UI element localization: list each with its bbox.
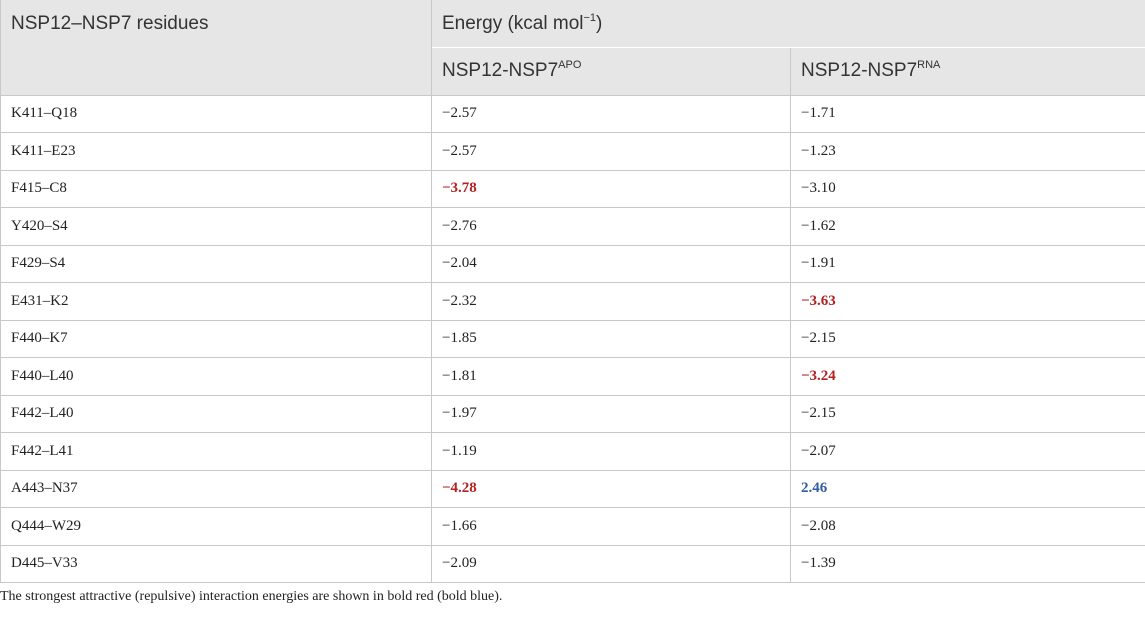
rna-energy-value: −3.24 xyxy=(801,367,836,384)
residue-pair-cell: Q444–W29 xyxy=(0,507,432,546)
apo-energy-cell: −2.76 xyxy=(431,207,791,246)
apo-energy-value: −2.76 xyxy=(442,217,477,234)
residue-pair-cell: E431–K2 xyxy=(0,282,432,321)
apo-energy-value: −2.32 xyxy=(442,292,477,309)
apo-energy-value: −1.85 xyxy=(442,330,477,347)
apo-energy-cell: −2.32 xyxy=(431,282,791,321)
residue-pair-cell: F442–L40 xyxy=(0,394,432,433)
apo-energy-cell: −2.57 xyxy=(431,132,791,171)
header-rna: NSP12-NSP7RNA xyxy=(790,47,1145,95)
table-row: F442–L41 −1.19 −2.07 xyxy=(0,432,1145,471)
table-row: A443–N37 −4.28 2.46 xyxy=(0,469,1145,508)
rna-energy-value: −2.08 xyxy=(801,517,836,534)
rna-energy-cell: 2.46 xyxy=(790,469,1145,508)
header-rna-base: NSP12-NSP7 xyxy=(801,59,918,81)
interaction-energy-table: NSP12–NSP7 residues Energy (kcal mol−1) … xyxy=(0,0,1145,583)
rna-energy-value: −3.10 xyxy=(801,180,836,197)
rna-energy-cell: −1.62 xyxy=(790,207,1145,246)
rna-energy-value: −1.91 xyxy=(801,255,836,272)
apo-energy-value: −2.57 xyxy=(442,105,477,122)
table-row: F440–K7 −1.85 −2.15 xyxy=(0,319,1145,358)
header-energy-exponent: −1 xyxy=(583,12,597,24)
rna-energy-value: −1.71 xyxy=(801,105,836,122)
residue-pair-cell: F440–K7 xyxy=(0,319,432,358)
apo-energy-cell: −1.66 xyxy=(431,507,791,546)
apo-energy-cell: −1.97 xyxy=(431,394,791,433)
rna-energy-value: −2.15 xyxy=(801,330,836,347)
energy-table-container: NSP12–NSP7 residues Energy (kcal mol−1) … xyxy=(0,0,1145,604)
header-energy: Energy (kcal mol−1) xyxy=(431,0,1145,48)
table-row: F440–L40 −1.81 −3.24 xyxy=(0,357,1145,396)
rna-energy-cell: −2.07 xyxy=(790,432,1145,471)
table-row: F442–L40 −1.97 −2.15 xyxy=(0,394,1145,433)
table-row: F415–C8 −3.78 −3.10 xyxy=(0,169,1145,208)
rna-energy-value: −1.23 xyxy=(801,142,836,159)
table-row: E431–K2 −2.32 −3.63 xyxy=(0,282,1145,321)
rna-energy-cell: −3.24 xyxy=(790,357,1145,396)
table-row: K411–Q18 −2.57 −1.71 xyxy=(0,94,1145,133)
table-row: Y420–S4 −2.76 −1.62 xyxy=(0,207,1145,246)
rna-energy-value: −3.63 xyxy=(801,292,836,309)
rna-energy-cell: −1.39 xyxy=(790,544,1145,583)
apo-energy-cell: −3.78 xyxy=(431,169,791,208)
apo-energy-cell: −2.04 xyxy=(431,244,791,283)
residue-pair-cell: F442–L41 xyxy=(0,432,432,471)
apo-energy-value: −2.57 xyxy=(442,142,477,159)
apo-energy-cell: −2.09 xyxy=(431,544,791,583)
rna-energy-value: 2.46 xyxy=(801,480,828,497)
rna-energy-cell: −3.63 xyxy=(790,282,1145,321)
header-apo-sup: APO xyxy=(558,58,582,71)
rna-energy-value: −1.39 xyxy=(801,555,836,572)
rna-energy-cell: −1.91 xyxy=(790,244,1145,283)
rna-energy-cell: −1.71 xyxy=(790,94,1145,133)
residue-pair-cell: Y420–S4 xyxy=(0,207,432,246)
rna-energy-cell: −3.10 xyxy=(790,169,1145,208)
rna-energy-value: −2.15 xyxy=(801,405,836,422)
residue-pair-cell: K411–Q18 xyxy=(0,94,432,133)
residue-pair-cell: F440–L40 xyxy=(0,357,432,396)
rna-energy-cell: −2.15 xyxy=(790,319,1145,358)
table-body: K411–Q18 −2.57 −1.71 K411–E23 −2.57 −1.23 F415… xyxy=(0,94,1145,583)
apo-energy-value: −2.04 xyxy=(442,255,477,272)
apo-energy-value: −1.66 xyxy=(442,517,477,534)
table-row: D445–V33 −2.09 −1.39 xyxy=(0,544,1145,583)
apo-energy-value: −1.97 xyxy=(442,405,477,422)
residue-pair-cell: D445–V33 xyxy=(0,544,432,583)
apo-energy-cell: −1.85 xyxy=(431,319,791,358)
residue-pair-cell: A443–N37 xyxy=(0,469,432,508)
header-apo: NSP12-NSP7APO xyxy=(431,47,791,95)
apo-energy-value: −3.78 xyxy=(442,180,477,197)
apo-energy-value: −2.09 xyxy=(442,555,477,572)
apo-energy-cell: −1.19 xyxy=(431,432,791,471)
table-header: NSP12–NSP7 residues Energy (kcal mol−1) … xyxy=(0,0,1145,95)
apo-energy-cell: −4.28 xyxy=(431,469,791,508)
apo-energy-cell: −1.81 xyxy=(431,357,791,396)
header-apo-base: NSP12-NSP7 xyxy=(442,59,559,81)
rna-energy-value: −2.07 xyxy=(801,442,836,459)
apo-energy-value: −4.28 xyxy=(442,480,477,497)
table-row: K411–E23 −2.57 −1.23 xyxy=(0,132,1145,171)
header-energy-close: ) xyxy=(596,13,603,34)
apo-energy-value: −1.81 xyxy=(442,367,477,384)
rna-energy-cell: −2.08 xyxy=(790,507,1145,546)
residue-pair-cell: K411–E23 xyxy=(0,132,432,171)
apo-energy-value: −1.19 xyxy=(442,442,477,459)
header-energy-text: Energy (kcal mol xyxy=(442,13,584,34)
rna-energy-cell: −2.15 xyxy=(790,394,1145,433)
rna-energy-cell: −1.23 xyxy=(790,132,1145,171)
apo-energy-cell: −2.57 xyxy=(431,94,791,133)
rna-energy-value: −1.62 xyxy=(801,217,836,234)
residue-pair-cell: F429–S4 xyxy=(0,244,432,283)
residue-pair-cell: F415–C8 xyxy=(0,169,432,208)
header-residues: NSP12–NSP7 residues xyxy=(0,0,432,95)
table-footnote: The strongest attractive (repulsive) int… xyxy=(0,589,503,604)
table-row: F429–S4 −2.04 −1.91 xyxy=(0,244,1145,283)
header-rna-sup: RNA xyxy=(917,58,941,71)
table-row: Q444–W29 −1.66 −2.08 xyxy=(0,507,1145,546)
